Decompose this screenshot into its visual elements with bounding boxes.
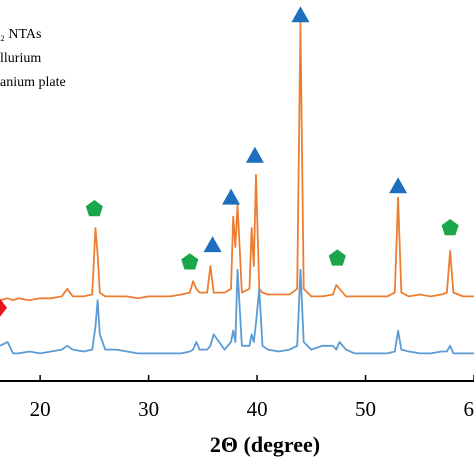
peak-marker [85, 200, 103, 217]
series-line [0, 21, 474, 302]
legend-label: llurium [0, 51, 41, 66]
peak-marker [389, 177, 408, 194]
legend-label: ₂ NTAs [0, 27, 41, 42]
peak-marker [245, 146, 264, 163]
x-tick-label: 50 [355, 397, 376, 421]
peak-marker [441, 219, 459, 236]
x-tick-label: 30 [138, 397, 159, 421]
peak-marker [222, 188, 241, 205]
peak-marker [203, 236, 222, 253]
x-tick-label: 20 [30, 397, 51, 421]
legend-label: anium plate [0, 75, 66, 90]
peak-marker [291, 6, 310, 23]
series-line [0, 268, 474, 355]
x-axis-label: 2Θ (degree) [210, 432, 320, 457]
x-tick-label: 40 [247, 397, 268, 421]
peak-marker [181, 253, 199, 270]
peak-marker [0, 298, 7, 317]
peak-marker [328, 249, 346, 266]
x-tick-label: 60 [464, 397, 474, 421]
